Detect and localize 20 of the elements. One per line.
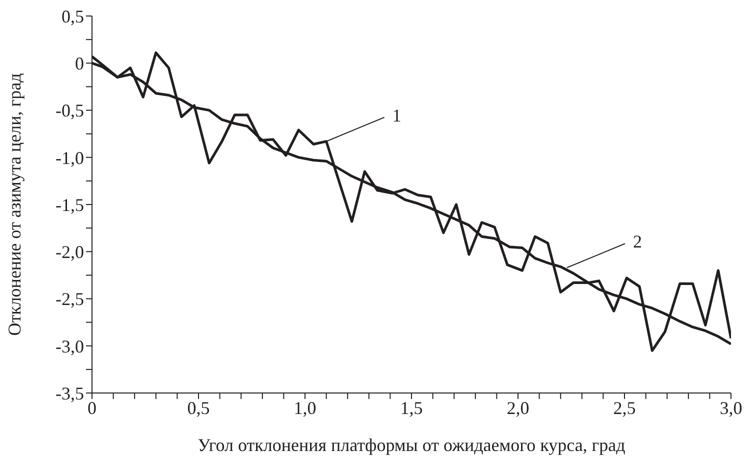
y-tick-label: -2,0 — [56, 242, 84, 262]
x-tick-label: 1,5 — [400, 398, 423, 418]
x-axis-title: Угол отклонения платформы от ожидаемого курса, град — [198, 435, 626, 455]
y-tick-label: 0 — [75, 54, 84, 74]
x-tick-label: 0 — [88, 398, 96, 418]
y-tick-label: -2,5 — [56, 289, 84, 310]
annotation: 1 — [392, 105, 402, 126]
x-tick-label: 0,5 — [187, 398, 210, 418]
y-tick-label: -0,5 — [56, 100, 84, 121]
x-tick-label: 3,0 — [720, 398, 742, 418]
y-tick-label: -1,5 — [56, 194, 84, 215]
y-tick-label: 0,5 — [62, 6, 84, 26]
x-tick-label: 1,0 — [294, 398, 316, 418]
y-axis-title: Отклонение от азимута цели, град — [4, 73, 24, 336]
y-tick-label: -3,0 — [56, 336, 84, 356]
y-tick-label: -3,5 — [56, 383, 84, 404]
annotation: 2 — [632, 232, 642, 252]
x-tick-label: 2,5 — [613, 398, 636, 418]
x-tick-label: 2,0 — [506, 398, 530, 418]
y-tick-label: -1,0 — [56, 148, 84, 168]
